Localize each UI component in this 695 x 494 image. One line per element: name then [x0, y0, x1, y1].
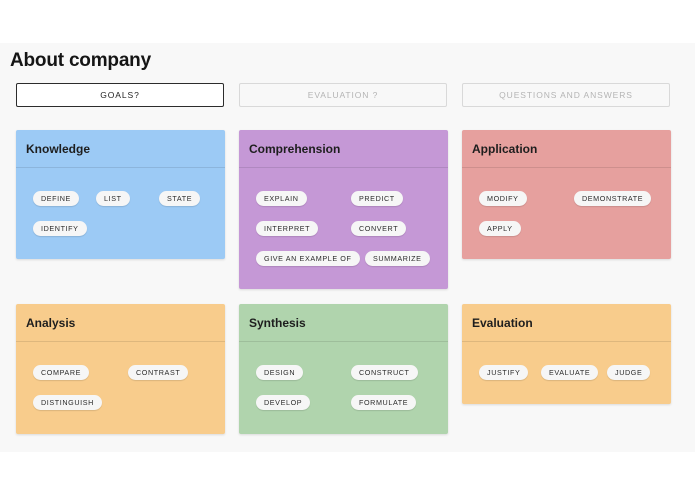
tab-evaluation[interactable]: EVALUATION ? [239, 83, 447, 107]
chip-give-an-example-of[interactable]: GIVE AN EXAMPLE OF [256, 251, 360, 266]
chip-list[interactable]: LIST [96, 191, 130, 206]
tab-questions-and-answers[interactable]: QUESTIONS AND ANSWERS [462, 83, 670, 107]
card-title: Application [462, 130, 671, 168]
chip-formulate[interactable]: FORMULATE [351, 395, 417, 410]
chip-identify[interactable]: IDENTIFY [33, 221, 87, 236]
chip-state[interactable]: STATE [159, 191, 201, 206]
tab-goals[interactable]: GOALS? [16, 83, 224, 107]
page-title: About company [10, 50, 151, 71]
chip-interpret[interactable]: INTERPRET [256, 221, 319, 236]
chip-predict[interactable]: PREDICT [351, 191, 403, 206]
chip-justify[interactable]: JUSTIFY [479, 365, 529, 380]
tab-questions-and-answers-label: QUESTIONS AND ANSWERS [499, 90, 633, 100]
tab-goals-label: GOALS? [100, 90, 140, 100]
chip-construct[interactable]: CONSTRUCT [351, 365, 418, 380]
card-comprehension: Comprehension EXPLAIN PREDICT INTERPRET … [239, 130, 448, 289]
chip-define[interactable]: DEFINE [33, 191, 79, 206]
card-application: Application MODIFY DEMONSTRATE APPLY [462, 130, 671, 259]
chip-develop[interactable]: DEVELOP [256, 395, 311, 410]
chip-modify[interactable]: MODIFY [479, 191, 527, 206]
chip-contrast[interactable]: CONTRAST [128, 365, 189, 380]
chip-summarize[interactable]: SUMMARIZE [365, 251, 430, 266]
card-knowledge: Knowledge DEFINE LIST STATE IDENTIFY [16, 130, 225, 259]
card-title: Synthesis [239, 304, 448, 342]
chip-judge[interactable]: JUDGE [607, 365, 651, 380]
tab-evaluation-label: EVALUATION ? [307, 90, 379, 100]
card-title: Comprehension [239, 130, 448, 168]
card-title: Evaluation [462, 304, 671, 342]
chip-explain[interactable]: EXPLAIN [256, 191, 307, 206]
chip-evaluate[interactable]: EVALUATE [541, 365, 599, 380]
card-title: Knowledge [16, 130, 225, 168]
card-analysis: Analysis COMPARE CONTRAST DISTINGUISH [16, 304, 225, 434]
card-evaluation: Evaluation JUSTIFY EVALUATE JUDGE [462, 304, 671, 404]
card-synthesis: Synthesis DESIGN CONSTRUCT DEVELOP FORMU… [239, 304, 448, 434]
chip-distinguish[interactable]: DISTINGUISH [33, 395, 102, 410]
chip-design[interactable]: DESIGN [256, 365, 304, 380]
chip-compare[interactable]: COMPARE [33, 365, 90, 380]
chip-apply[interactable]: APPLY [479, 221, 521, 236]
chip-convert[interactable]: CONVERT [351, 221, 407, 236]
card-title: Analysis [16, 304, 225, 342]
chip-demonstrate[interactable]: DEMONSTRATE [574, 191, 652, 206]
